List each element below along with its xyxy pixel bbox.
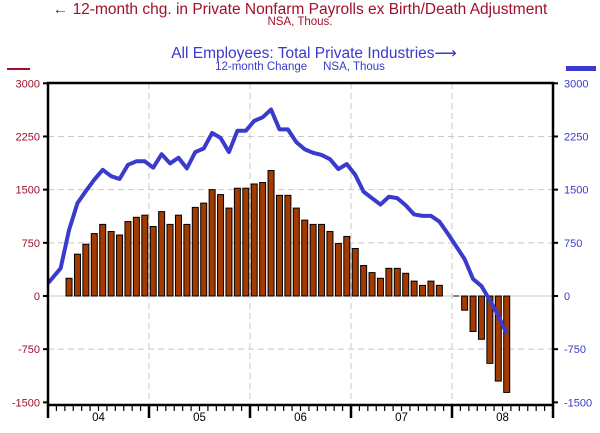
- left-series-title-text: 12-month chg. in Private Nonfarm Payroll…: [72, 1, 548, 18]
- bar: [393, 267, 401, 297]
- x-tick-label: 08: [496, 412, 509, 424]
- y-left-tick-label: 3000: [16, 78, 40, 90]
- bar: [73, 253, 81, 297]
- bar: [351, 247, 359, 297]
- bar: [494, 295, 502, 382]
- bar: [90, 233, 98, 297]
- y-left-tick-label: 1500: [16, 185, 40, 197]
- x-tick-label: 06: [294, 412, 307, 424]
- y-left-tick-label: 2250: [16, 131, 40, 143]
- bar: [385, 267, 393, 297]
- bar: [183, 223, 191, 297]
- bar: [259, 182, 267, 297]
- bar: [410, 280, 418, 297]
- bar: [486, 295, 494, 364]
- y-right-tick-label: 750: [564, 238, 582, 250]
- bar: [334, 243, 342, 297]
- bar: [461, 295, 469, 311]
- bar: [107, 230, 115, 297]
- bar: [477, 295, 485, 340]
- bar: [242, 187, 250, 297]
- bar: [376, 277, 384, 297]
- bar: [233, 187, 241, 297]
- bar: [318, 223, 326, 297]
- bar: [116, 234, 124, 297]
- bar: [82, 243, 90, 297]
- x-tick-label: 05: [193, 412, 206, 424]
- y-right-tick-label: -750: [564, 344, 586, 356]
- bar: [301, 219, 309, 297]
- right-subtitle-a: 12-month Change: [215, 61, 308, 73]
- bar: [149, 226, 157, 297]
- y-left-tick-label: 0: [34, 291, 40, 303]
- bar: [469, 295, 477, 332]
- bar: [250, 183, 258, 297]
- bar: [343, 235, 351, 297]
- bar: [225, 207, 233, 297]
- bar: [200, 202, 208, 297]
- bar: [141, 214, 149, 297]
- right-series-subtitle: 12-month Change NSA, Thous: [0, 61, 600, 73]
- left-series-title: ← 12-month chg. in Private Nonfarm Payro…: [0, 1, 600, 19]
- bar: [503, 295, 511, 393]
- y-right-tick-label: 1500: [564, 185, 588, 197]
- y-right-tick-label: 2250: [564, 131, 588, 143]
- bar: [402, 272, 410, 297]
- bar: [267, 170, 275, 297]
- right-arrow-icon: ⟶: [434, 45, 457, 62]
- bar: [368, 272, 376, 297]
- bar: [427, 280, 435, 297]
- bar: [124, 221, 132, 297]
- bar: [166, 223, 174, 297]
- bar: [292, 207, 300, 297]
- bar: [191, 206, 199, 297]
- bar: [65, 277, 73, 297]
- bar: [174, 214, 182, 297]
- x-tick-label: 04: [92, 412, 105, 424]
- bar: [419, 284, 427, 297]
- y-right-tick-label: 0: [564, 291, 570, 303]
- bar: [284, 194, 292, 297]
- plot-frame: [46, 81, 555, 407]
- y-right-tick-label: 3000: [564, 78, 588, 90]
- bar: [309, 223, 317, 297]
- bar: [275, 194, 283, 297]
- bar: [208, 189, 216, 297]
- bar: [360, 265, 368, 297]
- bar: [217, 194, 225, 297]
- right-series-title-text: All Employees: Total Private Industries: [171, 45, 435, 62]
- line-series: [46, 107, 509, 335]
- y-left-tick-label: 750: [22, 238, 40, 250]
- bar: [158, 211, 166, 297]
- y-left-tick-label: -1500: [12, 397, 40, 409]
- x-tick-label: 07: [395, 412, 408, 424]
- y-left-tick-label: -750: [18, 344, 40, 356]
- y-right-tick-label: -1500: [564, 397, 592, 409]
- bar: [435, 284, 443, 297]
- left-arrow-icon: ←: [52, 1, 69, 18]
- right-series-title: All Employees: Total Private Industries⟶: [14, 44, 600, 63]
- bar: [326, 230, 334, 297]
- bar: [132, 216, 140, 297]
- left-series-subtitle: NSA, Thous.: [267, 16, 333, 28]
- right-subtitle-b: NSA, Thous: [323, 61, 385, 73]
- bar: [99, 223, 107, 297]
